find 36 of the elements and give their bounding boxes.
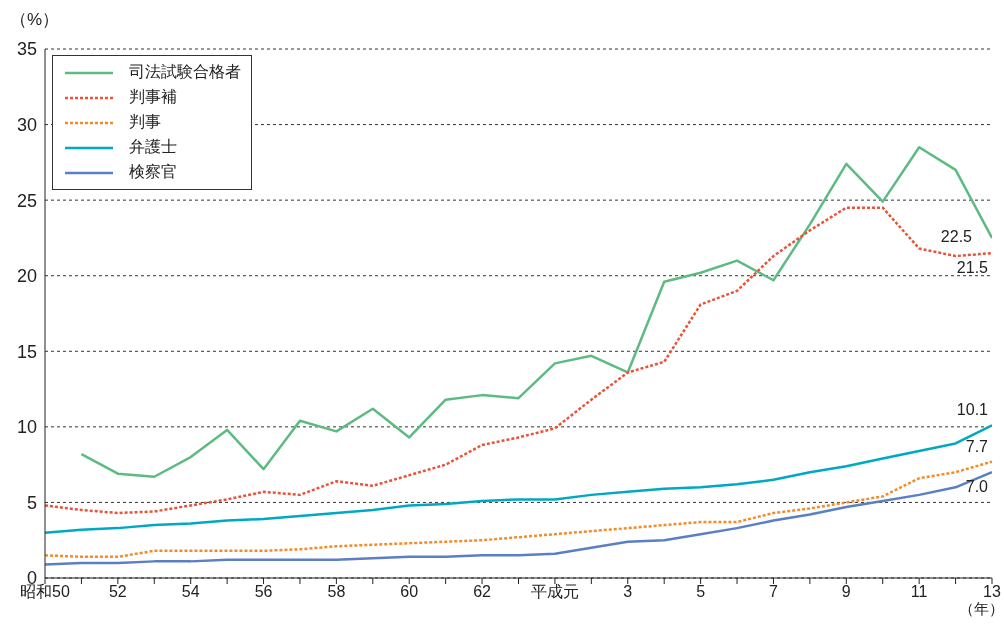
line-series [45,424,992,534]
x-tick-label: 56 [254,583,273,601]
data-label: 10.1 [956,401,989,419]
x-tick-label: 11 [910,583,928,601]
legend-label: 弁護士 [129,137,177,157]
x-tick-label: 54 [181,583,200,601]
y-tick-label: 20 [16,266,37,287]
legend-label: 司法試験合格者 [129,62,241,82]
x-axis-title: （年） [959,600,1004,619]
y-axis-title: （%） [10,9,60,31]
data-label: 7.7 [965,437,989,455]
data-label: 7.0 [965,478,989,496]
x-tick-label: 60 [400,583,419,601]
data-label: 22.5 [940,227,973,245]
line-series [45,460,992,559]
x-tick-label: 平成元 [530,583,579,601]
x-tick-label: 7 [769,583,779,601]
line-series [45,470,992,566]
x-tick-label: 62 [473,583,492,601]
y-tick-label: 15 [16,341,37,362]
y-tick-label: 30 [16,114,37,135]
x-tick-label: 5 [696,583,706,601]
y-tick-label: 35 [16,39,37,60]
x-tick-label: 52 [108,583,127,601]
legend-label: 判事補 [129,87,177,107]
y-tick-label: 10 [16,417,37,438]
y-tick-label: 25 [16,190,37,211]
legend-label: 判事 [129,112,161,132]
x-tick-label: 58 [327,583,346,601]
x-tick-label: 3 [623,583,633,601]
legend-label: 検察官 [129,162,177,182]
y-tick-label: 5 [26,492,37,513]
line-series [45,206,992,515]
x-tick-label: 13 [983,583,1001,601]
data-label: 21.5 [956,259,989,277]
x-tick-label: 9 [841,583,851,601]
